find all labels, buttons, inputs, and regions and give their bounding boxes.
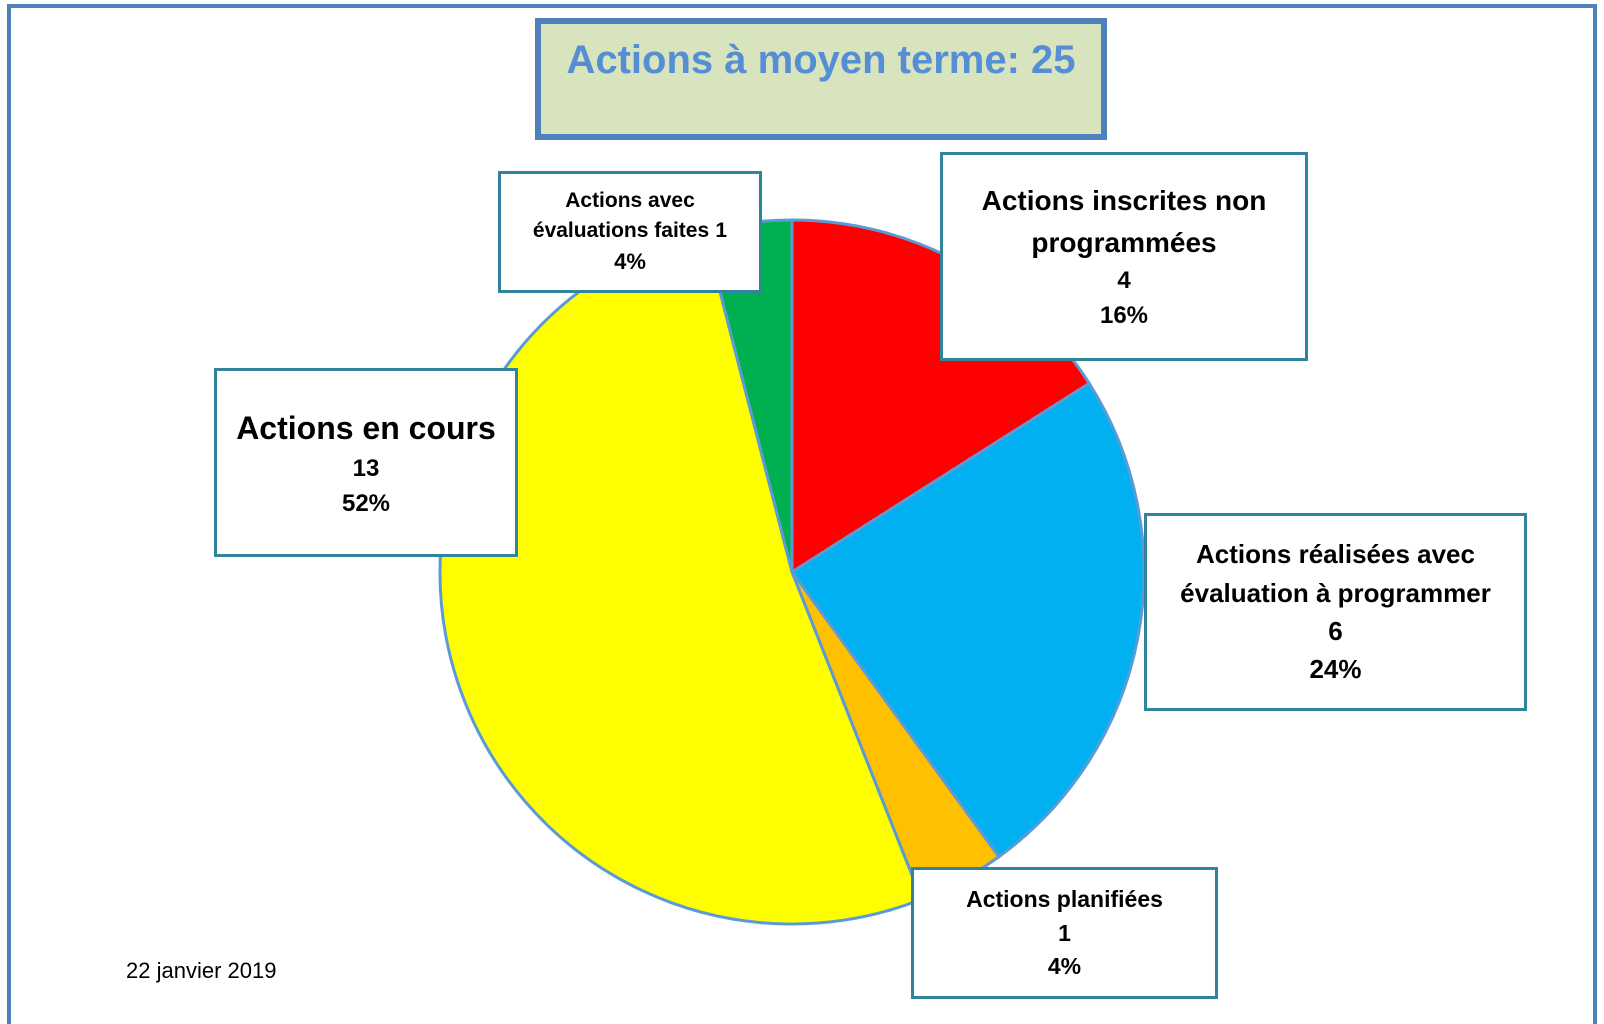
title-box: Actions à moyen terme: 25: [535, 18, 1107, 140]
label-name: Actions planifiées: [966, 886, 1163, 913]
label-name: Actions en cours: [236, 409, 496, 446]
label-name: Actions avec évaluations faites: [532, 188, 710, 243]
label-percent: 16%: [1099, 301, 1149, 329]
data-label: Actions inscrites non programmées 4 16%: [940, 152, 1308, 361]
data-label: Actions planifiées 1 4%: [911, 867, 1218, 999]
label-percent: 4%: [614, 249, 646, 275]
label-value: 1: [1058, 919, 1071, 946]
label-percent: 4%: [1047, 953, 1082, 980]
label-value: 1: [715, 219, 728, 243]
pie-slice: [438, 229, 924, 926]
label-value: 6: [1328, 616, 1343, 647]
frame: [7, 4, 1597, 1024]
pie-slice: [790, 381, 1146, 859]
label-name: Actions inscrites non programmées: [981, 184, 1267, 258]
label-name-line: Actions avec évaluations faites 1: [507, 186, 753, 247]
date: 22 janvier 2019: [126, 958, 277, 983]
label-name: Actions réalisées avec évaluation à prog…: [1180, 539, 1491, 609]
label-percent: 24%: [1309, 654, 1362, 684]
data-label: Actions avec évaluations faites 1 4%: [498, 171, 762, 293]
label-percent: 52%: [341, 489, 391, 517]
label-value: 13: [352, 454, 380, 482]
label-value: 4: [1117, 266, 1131, 294]
data-label: Actions en cours 13 52%: [214, 368, 518, 557]
data-label: Actions réalisées avec évaluation à prog…: [1144, 513, 1527, 711]
chart-title: Actions à moyen terme: 25: [566, 38, 1076, 82]
